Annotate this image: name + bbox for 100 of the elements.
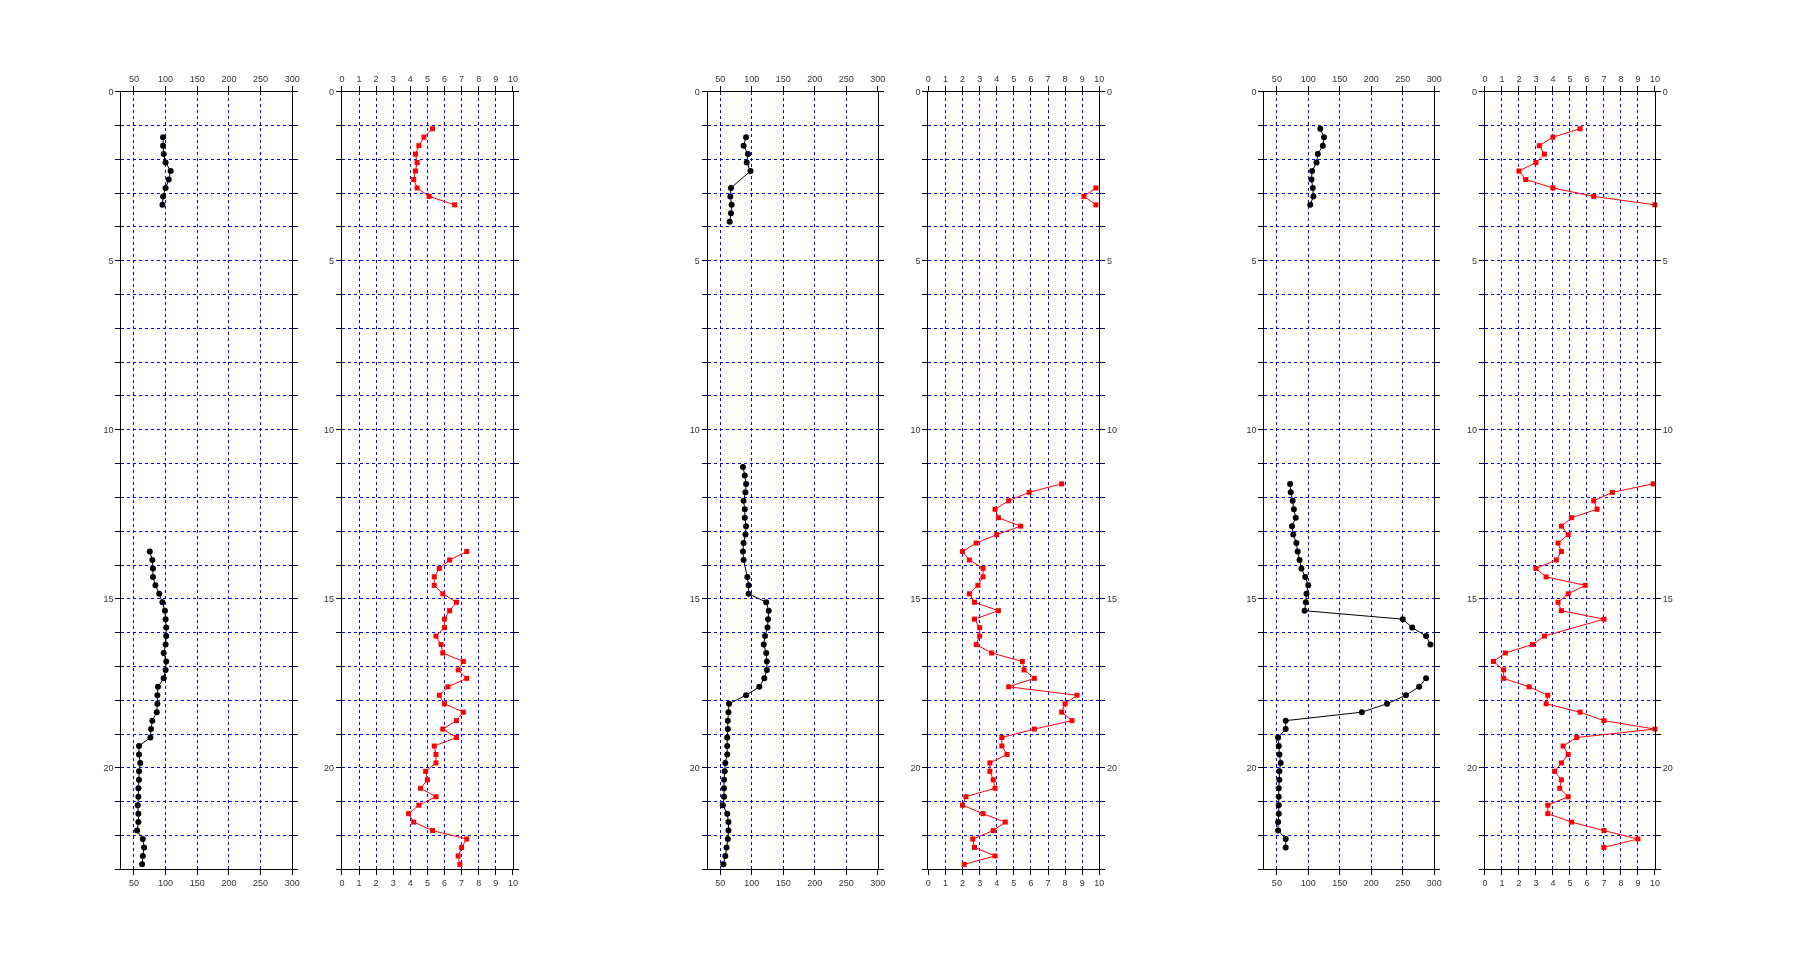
point	[1276, 751, 1283, 758]
x-tick-label: 9	[1079, 73, 1085, 84]
point	[433, 751, 439, 757]
x-tick-label: 300	[284, 73, 300, 84]
x2-tick-label: 9	[1635, 878, 1641, 889]
point	[1074, 692, 1080, 698]
x-tick-label: 50	[1271, 73, 1282, 84]
x-tick-label: 9	[1635, 73, 1641, 84]
point	[980, 565, 986, 571]
y-tick-label: 15	[910, 594, 921, 605]
point	[139, 836, 146, 843]
y2-tick-label: 20	[1107, 763, 1118, 774]
point	[980, 574, 986, 580]
x-tick-label: 3	[390, 73, 396, 84]
point	[980, 811, 986, 817]
point	[723, 844, 730, 851]
point	[1317, 125, 1324, 132]
point	[161, 607, 168, 614]
point	[1565, 751, 1571, 757]
point	[743, 159, 750, 166]
x-tick-label: 1	[356, 73, 362, 84]
point	[464, 675, 470, 681]
x-tick-label: 200	[1363, 73, 1379, 84]
point	[136, 768, 143, 775]
point	[763, 658, 770, 665]
point	[764, 624, 771, 631]
point	[411, 176, 417, 182]
point	[966, 591, 972, 597]
point	[740, 142, 747, 149]
point	[1006, 684, 1012, 690]
point	[724, 751, 731, 758]
y-tick-label: 5	[1472, 255, 1478, 266]
point	[149, 717, 156, 724]
y2-tick-label: 15	[1662, 594, 1673, 605]
point	[1545, 811, 1551, 817]
point	[745, 582, 752, 589]
point	[1296, 556, 1303, 563]
point	[163, 658, 170, 665]
point	[160, 142, 167, 149]
y-tick-label: 0	[915, 86, 921, 97]
y-tick-label: 5	[108, 255, 114, 266]
x2-tick-label: 8	[1618, 878, 1624, 889]
point	[149, 556, 156, 563]
point	[1541, 633, 1547, 639]
point	[1550, 134, 1556, 140]
point	[1275, 743, 1282, 749]
point	[1635, 836, 1641, 842]
point	[1275, 734, 1282, 741]
point	[453, 735, 459, 741]
x-tick-label: 4	[994, 73, 1000, 84]
point	[430, 828, 436, 834]
point	[743, 134, 750, 141]
point	[431, 574, 437, 580]
point	[1031, 726, 1037, 732]
point	[1577, 126, 1583, 132]
point	[1558, 760, 1564, 766]
y2-tick-label: 20	[1662, 763, 1673, 774]
point	[1019, 658, 1025, 664]
point	[727, 193, 734, 200]
y2-tick-label: 10	[1107, 424, 1118, 435]
point	[1558, 549, 1564, 555]
y2-tick-label: 5	[1662, 255, 1668, 266]
point	[1416, 683, 1423, 690]
point	[1282, 836, 1289, 843]
y2-tick-label: 0	[1107, 86, 1113, 97]
point	[1591, 498, 1597, 504]
x2-tick-label: 9	[1079, 878, 1085, 889]
y-tick-label: 15	[324, 594, 335, 605]
point	[1501, 667, 1507, 673]
point	[1569, 819, 1575, 825]
point	[973, 642, 979, 648]
y-tick-label: 10	[324, 424, 335, 435]
x2-tick-label: 4	[994, 878, 1000, 889]
point	[1423, 675, 1430, 682]
point	[960, 802, 966, 808]
y-tick-label: 10	[689, 424, 700, 435]
y-tick-label: 0	[1251, 86, 1257, 97]
point	[438, 642, 444, 648]
point	[135, 793, 142, 800]
point	[1309, 168, 1316, 175]
point	[720, 861, 727, 868]
point	[1290, 506, 1297, 513]
x-tick-label: 5	[1011, 73, 1017, 84]
point	[1523, 176, 1529, 182]
y-tick-label: 10	[103, 424, 114, 435]
point	[440, 650, 446, 656]
point	[1490, 658, 1496, 664]
x-tick-label: 5	[424, 73, 430, 84]
point	[721, 768, 728, 775]
point	[460, 658, 466, 664]
x-tick-label: 100	[158, 73, 174, 84]
point	[421, 134, 427, 140]
point	[739, 463, 746, 470]
point	[418, 785, 424, 791]
point	[725, 819, 732, 826]
point	[1555, 599, 1561, 605]
x-tick-label: 0	[339, 73, 345, 84]
point	[987, 760, 993, 766]
point	[139, 861, 146, 868]
x2-tick-label: 9	[493, 878, 499, 889]
